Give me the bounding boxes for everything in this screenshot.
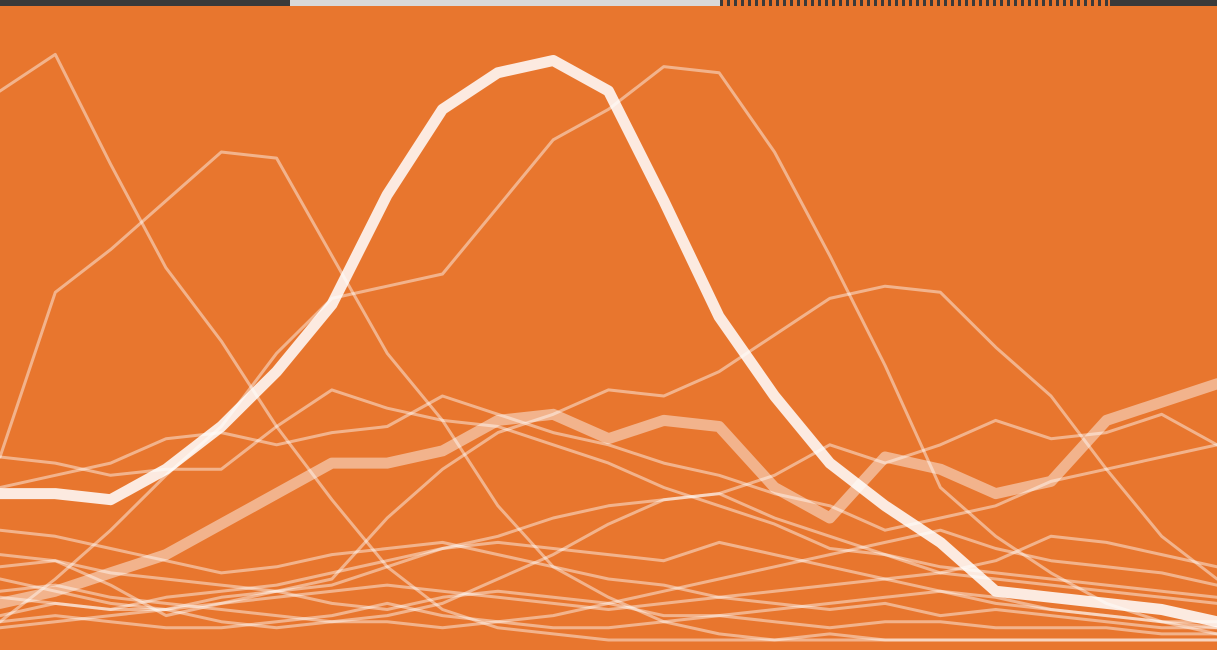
series-line-14	[0, 528, 1217, 630]
series-line-6	[0, 284, 1217, 618]
series-line-1	[0, 55, 1217, 628]
series-line-13	[0, 540, 1217, 624]
series-line-8	[0, 388, 1217, 599]
series-line-15	[0, 589, 1217, 630]
series-line-3	[0, 52, 1217, 642]
series-line-12	[0, 559, 1217, 636]
series-line-4	[0, 150, 1217, 642]
photo-strip	[0, 0, 1217, 6]
series-line-10	[0, 492, 1217, 630]
series-line-9	[0, 412, 1217, 630]
series-line-11	[0, 528, 1217, 630]
series-line-2	[0, 378, 1217, 609]
series-line-16	[0, 571, 1217, 611]
